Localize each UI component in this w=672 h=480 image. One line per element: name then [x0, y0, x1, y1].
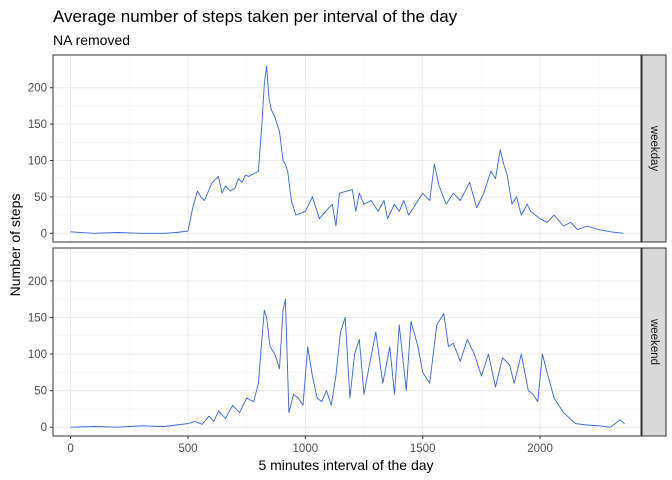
panel-border — [52, 54, 642, 243]
y-tick-label: 50 — [34, 386, 47, 398]
y-axis-title: Number of steps — [7, 194, 23, 297]
x-tick-label: 1000 — [293, 443, 319, 455]
series-line-weekday — [70, 65, 624, 234]
panel-background — [53, 55, 641, 242]
y-tick-label: 150 — [28, 312, 47, 324]
y-tick-label: 200 — [28, 83, 47, 95]
facet-strip-label: weekend — [648, 318, 660, 365]
y-tick-label: 0 — [41, 422, 47, 434]
x-axis-title: 5 minutes interval of the day — [258, 457, 433, 473]
panel-border — [52, 247, 642, 437]
x-tick-label: 500 — [178, 443, 197, 455]
chart-title: Average number of steps taken per interv… — [53, 7, 458, 26]
y-tick-label: 50 — [34, 192, 47, 204]
facet-strip — [641, 54, 667, 243]
panel-weekday: weekday 0 50 100 150 200 — [28, 54, 667, 243]
y-tick-label: 150 — [28, 119, 47, 131]
x-tick-label: 1500 — [410, 443, 436, 455]
y-tick-label: 200 — [28, 276, 47, 288]
x-tick-label: 2000 — [527, 443, 553, 455]
series-line-weekend — [70, 298, 625, 428]
y-tick-label: 100 — [28, 156, 47, 168]
chart-subtitle: NA removed — [53, 32, 130, 48]
facet-strip — [641, 247, 667, 437]
x-tick-label: 0 — [67, 443, 73, 455]
y-tick-label: 0 — [41, 228, 47, 240]
y-tick-label: 100 — [28, 349, 47, 361]
facet-strip-label: weekday — [648, 125, 660, 172]
